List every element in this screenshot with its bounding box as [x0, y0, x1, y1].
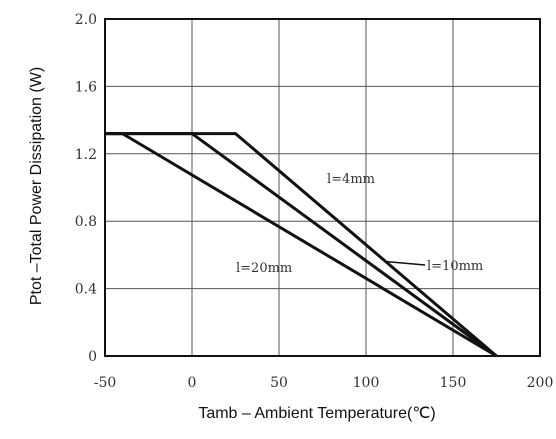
x-tick-label: 50: [270, 375, 288, 391]
x-tick-labels: -50 0 50 100 150 200: [94, 375, 554, 391]
series-line: [105, 132, 498, 358]
y-tick-label: 2.0: [75, 12, 97, 28]
x-axis-title: Tamb – Ambient Temperature(℃): [198, 405, 435, 422]
y-tick-label: 1.6: [75, 79, 97, 95]
x-tick-label: 0: [188, 375, 197, 391]
y-tick-label: 0.8: [75, 214, 97, 230]
grid-lines: [105, 19, 540, 356]
annotation-l10mm: l=10mm: [427, 259, 483, 274]
x-tick-label: 150: [440, 375, 467, 391]
y-axis-title: Ptot –Total Power Dissipation (W): [28, 67, 45, 305]
y-tick-labels: 0 0.4 0.8 1.2 1.6 2.0: [75, 12, 97, 365]
annotation-l20mm: l=20mm: [236, 261, 292, 276]
y-tick-label: 0: [88, 349, 97, 365]
y-tick-label: 0.4: [75, 282, 97, 298]
annotation-leader-l10mm: [386, 260, 426, 266]
y-tick-label: 1.2: [75, 147, 97, 163]
annotation-l4mm: l=4mm: [327, 172, 375, 187]
x-tick-label: 200: [527, 375, 554, 391]
series-line: [105, 132, 498, 358]
series-lines: [105, 132, 498, 358]
x-tick-label: -50: [94, 375, 117, 391]
x-tick-label: 100: [353, 375, 380, 391]
plot-frame: [104, 18, 541, 357]
